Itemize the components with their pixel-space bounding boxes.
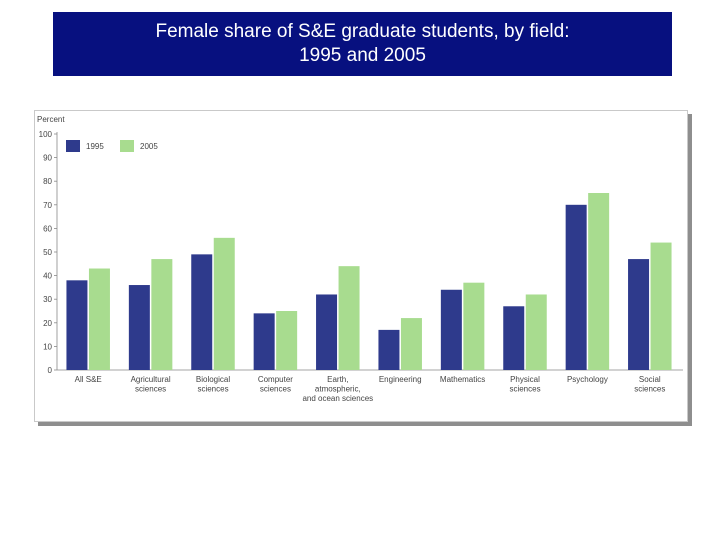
bar-1995-0 [66,280,88,370]
y-tick-label: 90 [43,154,52,163]
x-category-label: All S&E [75,375,102,384]
x-category-label: Computer sciences [258,375,293,394]
x-category-label: Social sciences [634,375,665,394]
bar-2005-1 [151,259,173,370]
bar-1995-5 [378,329,400,370]
bar-2005-2 [213,237,235,370]
y-tick-label: 30 [43,295,52,304]
bar-1995-9 [628,259,650,370]
bar-1995-6 [440,289,462,370]
bar-2005-6 [463,282,485,370]
x-category-label: Biological sciences [196,375,230,394]
x-category-label: Agricultural sciences [131,375,171,394]
bar-2005-5 [400,318,422,370]
bar-2005-9 [650,242,672,370]
y-tick-label: 60 [43,224,52,233]
bar-1995-8 [565,204,587,370]
y-tick-label: 10 [43,342,52,351]
legend-label-1995: 1995 [86,142,104,151]
y-tick-label: 40 [43,272,52,281]
bar-2005-3 [276,311,298,370]
bar-2005-0 [88,268,110,370]
chart-title-line-2: 1995 and 2005 [299,45,426,66]
y-tick-label: 80 [43,177,52,186]
bar-2005-7 [525,294,547,370]
legend-swatch-1995 [66,140,80,152]
bar-chart: Percent 0 10 20 30 40 50 60 70 80 90 100 1995 2005 All… [37,115,683,403]
bar-1995-7 [503,306,525,370]
chart-title-box: Female share of S&E graduate students, b… [53,12,672,76]
chart-panel: Percent 0 10 20 30 40 50 60 70 80 90 100 1995 2005 All… [34,110,688,422]
bar-2005-8 [588,193,610,370]
chart-title-line-1: Female share of S&E graduate students, b… [155,21,570,42]
bar-1995-4 [316,294,338,370]
y-tick-label: 100 [39,130,53,139]
legend-label-2005: 2005 [140,142,158,151]
x-category-label: Psychology [567,375,608,384]
y-tick-label: 20 [43,319,52,328]
x-category-label: Physical sciences [509,375,540,394]
y-tick-label: 0 [48,366,53,375]
legend-swatch-2005 [120,140,134,152]
bar-2005-4 [338,266,360,370]
x-category-label: Mathematics [440,375,485,384]
bar-1995-3 [253,313,275,370]
y-tick-label: 70 [43,201,52,210]
bar-1995-2 [191,254,213,370]
y-tick-label: 50 [43,248,52,257]
y-axis-label: Percent [37,115,65,124]
bar-1995-1 [128,285,150,370]
x-category-label: Engineering [379,375,422,384]
x-category-label: Earth, atmospheric, and ocean sciences [302,375,373,403]
